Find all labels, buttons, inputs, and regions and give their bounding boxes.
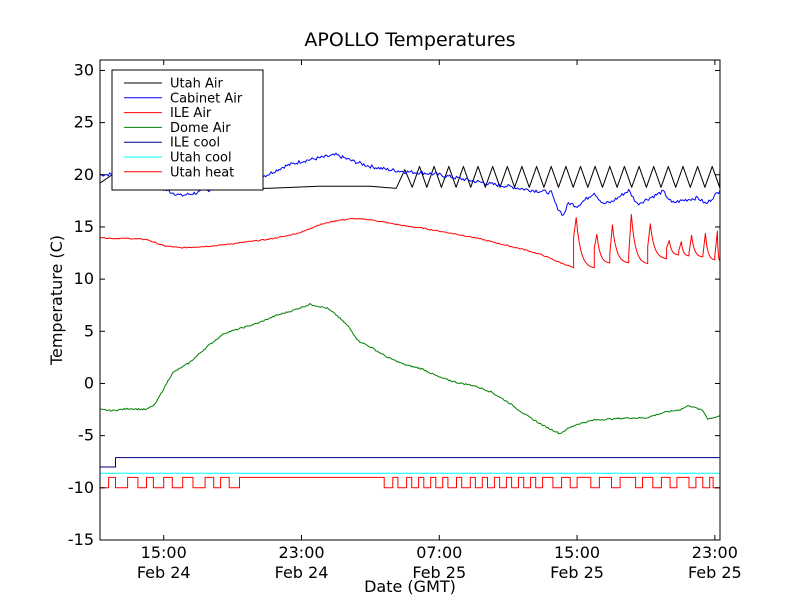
x-axis-label: Date (GMT) [364,577,456,596]
legend-entry-label: Cabinet Air [170,91,243,106]
series-line-dome-air [100,303,720,435]
y-tick-label: 15 [74,217,94,236]
y-tick-label: 30 [74,60,94,79]
legend-entry-label: Utah cool [170,151,232,166]
y-tick-label: 20 [74,165,94,184]
y-tick-label: -5 [78,426,94,445]
plot-frame [99,59,721,541]
legend-entry-label: Utah Air [170,77,223,92]
x-tick-time-label: 15:00 [554,543,600,562]
legend-entry-label: Dome Air [170,121,231,136]
x-tick-date-label: Feb 24 [275,563,329,582]
y-tick-label: 25 [74,113,94,132]
series-layer [100,152,720,489]
legend-entry-label: Utah heat [170,165,234,180]
x-tick-date-label: Feb 24 [137,563,191,582]
y-tick-label: -15 [68,530,94,549]
y-axis-label: Temperature (C) [47,235,66,366]
y-tick-label: -10 [68,478,94,497]
x-tick-time-label: 23:00 [692,543,738,562]
x-tick-time-label: 15:00 [141,543,187,562]
x-tick-time-label: 07:00 [416,543,462,562]
x-tick-date-label: Feb 25 [412,563,466,582]
series-line-utah-heat [100,476,720,489]
series-line-ile-cool [100,457,720,468]
x-tick-date-label: Feb 25 [688,563,742,582]
legend-entry-label: ILE Air [170,106,212,121]
chart-title: APOLLO Temperatures [304,29,515,51]
legend-entry-label: ILE cool [170,136,220,151]
x-tick-time-label: 23:00 [278,543,324,562]
series-line-ile-air [100,213,720,269]
y-tick-label: 5 [84,321,94,340]
y-tick-label: 10 [74,269,94,288]
x-tick-date-label: Feb 25 [550,563,604,582]
legend-frame [111,69,264,191]
y-tick-label: 0 [84,373,94,392]
